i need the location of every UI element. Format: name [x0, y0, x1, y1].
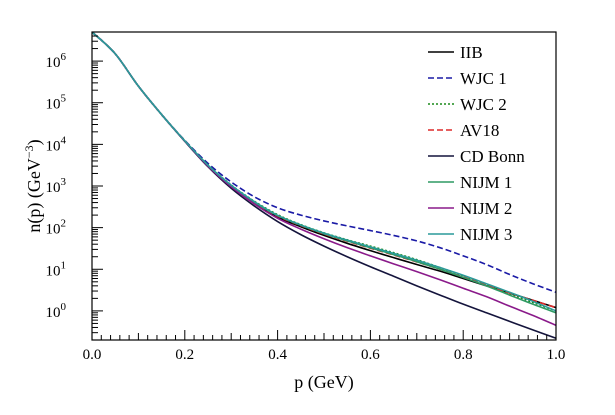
legend-label-wjc-2: WJC 2 [460, 95, 507, 114]
x-tick-label: 1.0 [547, 347, 566, 363]
y-axis: 100 101 102 103 104 105 106 [46, 31, 103, 341]
x-tick-label: 0.8 [454, 347, 473, 363]
y-axis-title-close: ) [24, 139, 45, 145]
x-tick-label: 0.2 [175, 347, 194, 363]
legend-label-av18: AV18 [460, 121, 499, 140]
x-tick-label: 0.6 [361, 347, 380, 363]
y-axis-title-exponent: −3 [22, 145, 36, 158]
series-line-nijm-3 [92, 32, 556, 312]
y-axis-title: n(p) (GeV−3) [22, 139, 45, 232]
legend-label-nijm-3: NIJM 3 [460, 225, 512, 244]
y-tick-label: 103 [46, 176, 67, 196]
y-tick-label: 102 [46, 218, 67, 238]
x-tick-label: 0.0 [83, 347, 102, 363]
legend-label-nijm-2: NIJM 2 [460, 199, 512, 218]
legend-label-nijm-1: NIJM 1 [460, 173, 512, 192]
y-axis-title-main: n(p) (GeV [24, 158, 45, 232]
y-tick-label: 101 [46, 259, 67, 279]
x-axis: 0.0 0.2 0.4 0.6 0.8 1.0 [83, 330, 566, 363]
legend-label-wjc-1: WJC 1 [460, 69, 507, 88]
y-tick-label: 105 [46, 93, 67, 113]
series-layer [92, 32, 556, 340]
x-tick-label: 0.4 [268, 347, 287, 363]
y-tick-label: 106 [46, 51, 67, 71]
legend-label-iib: IIB [460, 43, 483, 62]
legend-label-cd-bonn: CD Bonn [460, 147, 525, 166]
x-axis-title: p (GeV) [294, 372, 353, 393]
legend: IIB WJC 1 WJC 2 AV18 CD Bonn NIJM 1 NIJM 2 NIJM… [428, 43, 525, 244]
y-tick-label: 100 [46, 301, 67, 321]
y-tick-label: 104 [46, 134, 67, 154]
